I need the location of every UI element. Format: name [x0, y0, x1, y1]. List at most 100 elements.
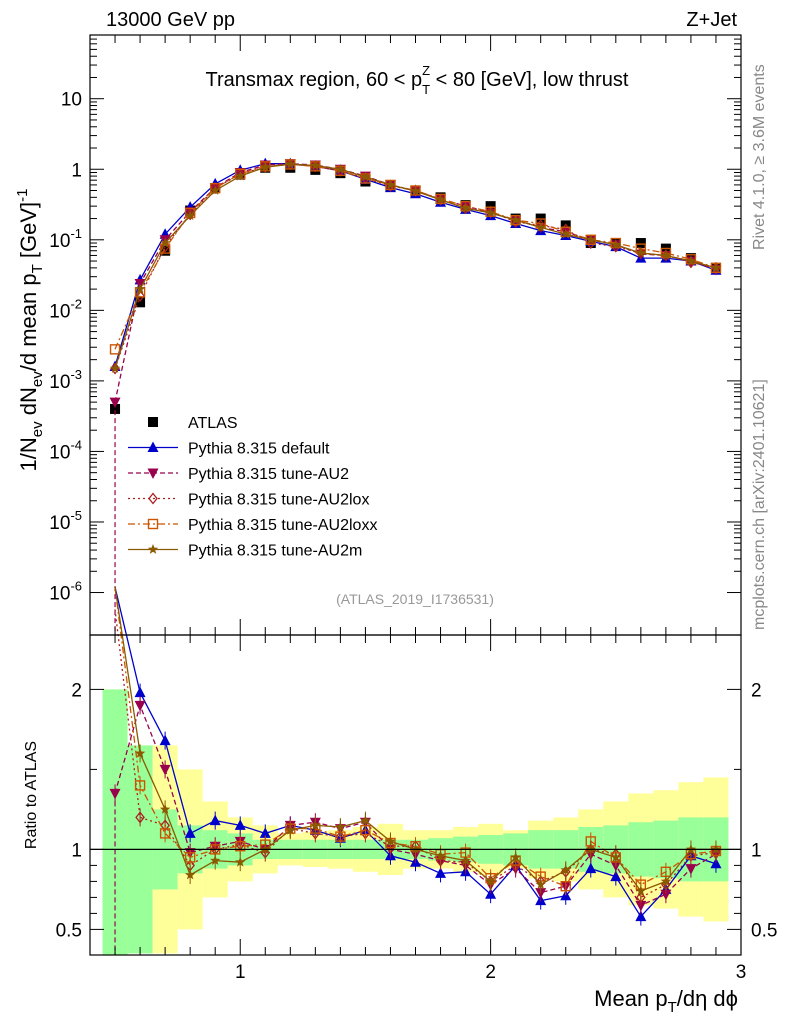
data-point-pythia-8-315-tune-au2m	[260, 161, 271, 172]
data-point-pythia-8-315-tune-au2m	[360, 171, 371, 182]
series-line-pythia-8-315-tune-au2	[114, 163, 717, 403]
data-point-pythia-8-315-tune-au2lox	[585, 236, 596, 250]
ratio-point-pythia-8-315-tune-au2m	[184, 869, 196, 880]
data-point-pythia-8-315-tune-au2m	[460, 202, 471, 213]
ratio-point-pythia-8-315-tune-au2m	[510, 851, 521, 862]
ratio-point-pythia-8-315-default	[184, 827, 196, 838]
ratio-point-pythia-8-315-default	[259, 827, 271, 838]
main-y-tick-label: 10-6	[49, 579, 82, 605]
data-point-pythia-8-315-tune-au2m	[485, 207, 496, 218]
ratio-point-pythia-8-315-tune-au2m	[610, 851, 621, 862]
ratio-point-pythia-8-315-default	[234, 819, 246, 830]
mcplots-label: mcplots.cern.ch [arXiv:2401.10621]	[751, 379, 768, 630]
data-point-pythia-8-315-tune-au2lox	[135, 289, 145, 302]
legend-marker	[148, 417, 158, 427]
ratio-point-pythia-8-315-tune-au2	[159, 764, 171, 776]
ratio-point-pythia-8-315-default	[159, 734, 171, 746]
main-y-tick-label: 10	[61, 90, 82, 111]
ratio-point-pythia-8-315-default	[635, 910, 647, 922]
legend-label: Pythia 8.315 tune-AU2	[188, 466, 349, 483]
ratio-point-pythia-8-315-tune-au2m	[560, 864, 571, 875]
plot-title: Transmax region, 60 < pTZ < 80 [GeV], lo…	[206, 63, 629, 97]
ratio-point-pythia-8-315-tune-au2m	[134, 747, 146, 758]
ratio-y-tick-label: 2	[71, 680, 82, 701]
ratio-point-pythia-8-315-tune-au2loxx	[134, 780, 146, 791]
energy-label: 13000 GeV pp	[106, 9, 235, 31]
legend-label: ATLAS	[188, 415, 238, 432]
process-label: Z+Jet	[686, 9, 737, 31]
data-point-pythia-8-315-tune-au2loxx	[109, 344, 121, 355]
data-point-pythia-8-315-tune-au2m	[285, 158, 296, 169]
data-point-atlas	[635, 238, 646, 249]
ratio-point-pythia-8-315-default	[134, 686, 146, 698]
data-point-pythia-8-315-tune-au2lox	[235, 168, 246, 181]
analysis-id-label: (ATLAS_2019_I1736531)	[336, 591, 494, 607]
data-point-pythia-8-315-tune-au2lox	[160, 240, 170, 253]
data-point-pythia-8-315-tune-au2m	[560, 228, 571, 239]
ratio-point-pythia-8-315-tune-au2lox	[636, 891, 646, 904]
ratio-point-pythia-8-315-default	[209, 814, 221, 826]
legend-marker	[147, 468, 159, 479]
ratio-point-pythia-8-315-tune-au2m	[235, 856, 246, 867]
data-point-pythia-8-315-tune-au2m	[310, 160, 321, 170]
ratio-point-pythia-8-315-tune-au2	[660, 889, 672, 901]
ratio-point-pythia-8-315-tune-au2loxx	[235, 841, 246, 852]
data-point-pythia-8-315-tune-au2m	[510, 214, 521, 225]
data-point-pythia-8-315-tune-au2m	[184, 210, 196, 221]
ratio-point-pythia-8-315-tune-au2lox	[135, 811, 145, 824]
main-y-tick-label: 10-5	[49, 508, 82, 534]
data-point-atlas	[135, 297, 146, 308]
data-point-pythia-8-315-tune-au2m	[235, 170, 246, 181]
ratio-point-pythia-8-315-tune-au2m	[660, 875, 672, 886]
data-point-pythia-8-315-tune-au2m	[134, 283, 146, 294]
ratio-point-pythia-8-315-tune-au2m	[360, 815, 371, 825]
ratio-y-tick-label: 1	[71, 840, 82, 861]
data-point-pythia-8-315-tune-au2m	[660, 250, 672, 260]
ratio-y-tick-label: 0.5	[56, 920, 82, 941]
data-point-pythia-8-315-tune-au2m	[210, 185, 221, 195]
ratio-point-pythia-8-315-tune-au2loxx	[159, 828, 171, 839]
main-y-tick-label: 10-1	[49, 226, 82, 252]
main-y-axis-label: 1/Nev dNev/d mean pT [GeV]-1	[14, 189, 46, 472]
data-point-pythia-8-315-tune-au2m	[535, 221, 546, 232]
data-point-atlas	[110, 403, 121, 414]
ratio-point-pythia-8-315-tune-au2m	[310, 819, 321, 830]
data-point-pythia-8-315-tune-au2m	[410, 185, 421, 196]
legend-label: Pythia 8.315 tune-AU2m	[188, 543, 362, 560]
ratio-point-pythia-8-315-tune-au2m	[435, 850, 446, 861]
ratio-point-pythia-8-315-default	[435, 867, 447, 878]
ratio-point-pythia-8-315-tune-au2m	[385, 835, 396, 846]
ratio-point-pythia-8-315-default	[610, 870, 622, 882]
ratio-point-pythia-8-315-default	[585, 862, 597, 874]
rivet-version-label: Rivet 4.1.0, ≥ 3.6M events	[751, 64, 768, 250]
main-y-tick-label: 10-2	[49, 296, 82, 322]
ratio-point-pythia-8-315-tune-au2m	[285, 824, 296, 835]
ratio-point-pythia-8-315-tune-au2loxx	[184, 852, 196, 863]
ratio-point-pythia-8-315-tune-au2m	[335, 821, 346, 832]
main-y-tick-label: 1	[71, 160, 82, 181]
data-point-pythia-8-315-tune-au2m	[635, 247, 647, 258]
legend-marker	[148, 492, 158, 505]
legend: ATLAS Pythia 8.315 default Pythia 8.315 tu…	[128, 415, 377, 560]
legend-marker	[147, 544, 159, 554]
ratio-point-pythia-8-315-tune-au2loxx	[560, 881, 571, 892]
ratio-point-pythia-8-315-tune-au2m	[485, 875, 496, 886]
data-point-pythia-8-315-tune-au2m	[435, 194, 446, 205]
ratio-point-pythia-8-315-tune-au2	[134, 700, 146, 712]
data-point-pythia-8-315-tune-au2m	[585, 234, 596, 245]
legend-marker	[147, 518, 159, 530]
legend-marker	[147, 441, 159, 452]
main-y-tick-label: 10-4	[49, 437, 82, 463]
data-point-pythia-8-315-tune-au2m	[610, 239, 621, 250]
ratio-point-pythia-8-315-tune-au2m	[535, 879, 546, 889]
x-tick-label: 3	[736, 962, 747, 983]
data-point-pythia-8-315-tune-au2m	[335, 163, 346, 174]
data-point-pythia-8-315-tune-au2m	[710, 262, 722, 273]
ratio-y-tick-label-right: 2	[751, 680, 762, 701]
ratio-point-pythia-8-315-tune-au2lox	[510, 859, 521, 872]
ratio-point-pythia-8-315-tune-au2m	[210, 855, 221, 865]
x-tick-label: 2	[485, 962, 496, 983]
ratio-point-pythia-8-315-tune-au2	[685, 864, 697, 875]
data-point-pythia-8-315-tune-au2m	[159, 237, 171, 248]
